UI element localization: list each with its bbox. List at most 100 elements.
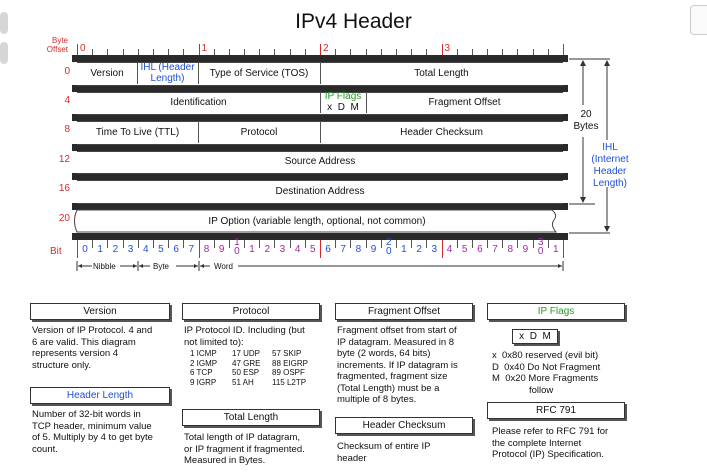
ruler-tick xyxy=(259,240,261,248)
protocol-panel-text: IP Protocol ID. Including (but not limit… xyxy=(184,325,305,348)
ruler-tick xyxy=(502,49,504,56)
row-bar-6 xyxy=(72,233,568,240)
bit-number: 2 xyxy=(264,244,271,255)
bit-number: 4 xyxy=(294,244,301,255)
twenty-bytes-label: 20 Bytes xyxy=(573,109,599,132)
ruler-tick xyxy=(92,240,94,248)
byte-mark-label: 1 xyxy=(201,43,208,54)
row-offset-12: 12 xyxy=(58,154,70,165)
ip-flags-panel-text: x 0x80 reserved (evil bit) D 0x40 Do Not… xyxy=(492,350,601,396)
field-total-length: Total Length xyxy=(414,67,469,79)
ruler-tick xyxy=(441,44,443,56)
bit-number: 8 xyxy=(355,244,362,255)
ruler-tick xyxy=(244,240,246,248)
ruler-tick xyxy=(107,49,109,56)
header-row-12 xyxy=(77,151,563,174)
bit-label: Bit xyxy=(50,246,62,257)
ruler-tick xyxy=(532,240,534,248)
rfc-panel-title: RFC 791 xyxy=(487,402,625,419)
ruler-tick xyxy=(517,240,519,248)
row-offset-20: 20 xyxy=(58,213,70,224)
ruler-tick xyxy=(471,49,473,56)
bit-number: 7 xyxy=(188,244,195,255)
ruler-tick xyxy=(168,240,170,248)
row-bar-0 xyxy=(72,55,568,62)
ruler-tick xyxy=(168,49,170,56)
byte-label: Byte xyxy=(153,262,170,271)
ruler-tick xyxy=(228,49,230,56)
ruler-tick xyxy=(77,240,78,258)
ruler-tick xyxy=(350,49,352,56)
ruler-tick xyxy=(517,49,519,56)
ruler-tick xyxy=(137,240,139,248)
ruler-tick xyxy=(395,49,397,56)
protocol-row: 6 TCP 50 ESP 89 OSPF xyxy=(190,368,305,377)
bit-number: 3 0 xyxy=(537,237,544,257)
bit-number: 2 0 xyxy=(385,237,392,257)
header-row-16 xyxy=(77,180,563,204)
row-offset-4: 4 xyxy=(64,95,70,106)
ruler-tick xyxy=(471,240,473,248)
ruler-tick xyxy=(350,240,352,248)
ruler-tick xyxy=(213,240,215,248)
ruler-tick xyxy=(107,240,109,248)
row-bar-1 xyxy=(72,85,568,92)
field-fragment-offset: Fragment Offset xyxy=(428,97,501,108)
bit-number: 6 xyxy=(173,244,179,255)
window-side-button-top[interactable] xyxy=(0,12,8,34)
bit-number: 8 xyxy=(203,244,210,255)
bit-number: 6 xyxy=(325,244,331,255)
bit-number: 4 xyxy=(446,244,453,255)
ruler-tick xyxy=(426,240,428,248)
protocol-row: 2 IGMP 47 GRE 88 EIGRP xyxy=(190,358,309,368)
unit-arrows xyxy=(76,261,564,271)
protocol-id-list: 1 ICMP 17 UDP 57 SKIP 2 IGMP 47 GRE 88 EIGRP… xyxy=(190,349,330,387)
ruler-tick xyxy=(77,44,78,56)
total-length-panel-title: Total Length xyxy=(182,409,320,426)
row-offset-16: 16 xyxy=(58,183,70,194)
field-type-of-service: Type of Service (TOS) xyxy=(209,67,309,79)
bit-number: 0 xyxy=(82,244,88,255)
ruler-tick xyxy=(456,240,458,248)
field-source-address: Source Address xyxy=(284,156,356,167)
version-panel-text: Version of IP Protocol. 4 and 6 are vali… xyxy=(32,325,153,371)
bit-number: 6 xyxy=(477,244,483,255)
ruler-tick xyxy=(213,49,215,56)
protocol-panel-title: Protocol xyxy=(182,303,320,320)
ip-flags-bit-box: x D M xyxy=(512,329,558,344)
ip-flags-panel-title: IP Flags xyxy=(487,303,625,320)
header-checksum-panel-text: Checksum of entire IP header xyxy=(337,441,431,464)
bit-number: 7 xyxy=(492,244,498,255)
header-checksum-panel-title: Header Checksum xyxy=(335,417,473,434)
fragment-offset-panel-title: Fragment Offset xyxy=(335,303,473,320)
bit-number: 3 xyxy=(431,244,438,255)
bit-number: 2 xyxy=(112,244,119,255)
ruler-tick xyxy=(274,240,276,248)
bit-number: 8 xyxy=(507,244,514,255)
bit-number: 1 xyxy=(249,244,255,255)
diagram-title: IPv4 Header xyxy=(295,10,412,33)
ruler-tick xyxy=(92,49,94,56)
ruler-tick xyxy=(487,240,489,248)
row-offset-8: 8 xyxy=(64,124,70,135)
options-row-shape xyxy=(74,209,558,233)
ruler-tick xyxy=(411,240,413,248)
ruler-tick xyxy=(152,49,154,56)
ruler-tick xyxy=(122,49,124,56)
total-length-panel-text: Total length of IP datagram, or IP fragm… xyxy=(184,432,305,466)
byte-offset-label: Byte Offset xyxy=(46,36,68,54)
window-corner-widget[interactable] xyxy=(690,5,707,35)
header-length-panel-title: Header Length xyxy=(30,387,170,404)
field-ip-flags: IP Flags xyxy=(324,91,362,102)
fragment-offset-panel-text: Fragment offset from start of IP datagra… xyxy=(337,325,458,405)
row-offset-0: 0 xyxy=(64,66,70,77)
size-brackets xyxy=(569,58,610,234)
bit-number: 1 xyxy=(97,244,103,255)
field-header-checksum: Header Checksum xyxy=(400,126,483,138)
bit-number: 4 xyxy=(142,244,149,255)
ruler-tick xyxy=(365,49,367,56)
ruler-tick xyxy=(289,240,291,248)
bit-number: 1 xyxy=(401,244,407,255)
ruler-tick xyxy=(274,49,276,56)
window-side-button-bottom[interactable] xyxy=(0,42,8,64)
